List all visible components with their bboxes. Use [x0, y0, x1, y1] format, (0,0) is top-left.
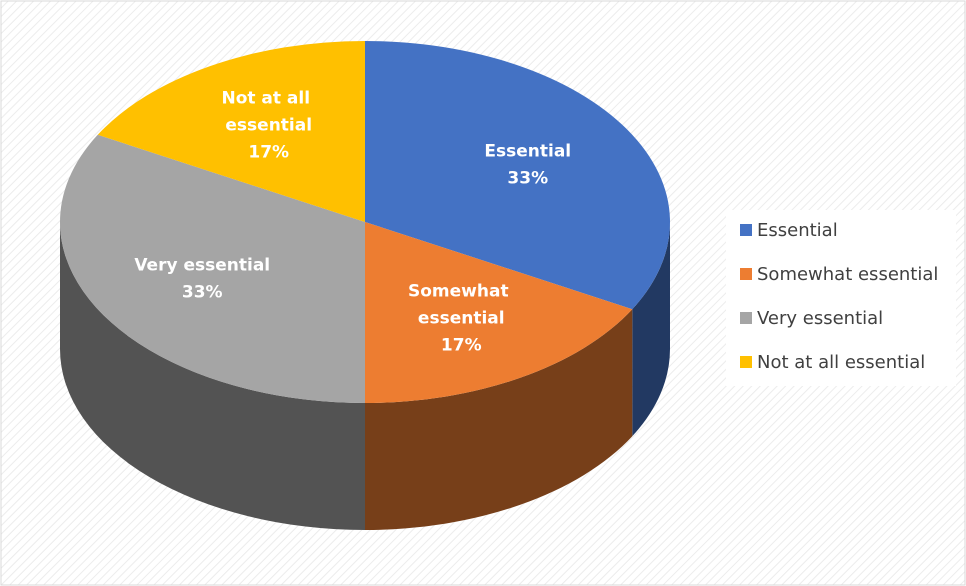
data-label-value: 33%	[507, 168, 548, 188]
legend-swatch	[740, 312, 752, 324]
pie-slice	[60, 134, 365, 403]
legend-swatch	[740, 224, 752, 236]
data-label-category: Essential	[484, 141, 571, 161]
legend-box	[726, 210, 956, 386]
data-label-category: Not at all essential	[221, 88, 316, 135]
pie-slice	[97, 41, 365, 222]
legend-swatch	[740, 268, 752, 280]
pie-slice-side	[632, 222, 670, 437]
legend-label: Essential	[757, 220, 838, 241]
pie-slice-side	[365, 309, 633, 530]
legend-label: Very essential	[757, 308, 883, 329]
data-label-category: Somewhat essential	[408, 282, 515, 329]
data-label-value: 17%	[248, 142, 289, 162]
pie-slice	[365, 222, 633, 403]
pie-slice	[365, 41, 671, 310]
data-label-value: 33%	[182, 283, 223, 303]
legend-label: Not at all essential	[757, 352, 925, 373]
legend-swatch	[740, 356, 752, 368]
data-label-category: Very essential	[134, 256, 270, 276]
pie-slice-side	[60, 222, 365, 530]
legend-label: Somewhat essential	[757, 264, 938, 285]
data-label-value: 17%	[441, 336, 482, 356]
